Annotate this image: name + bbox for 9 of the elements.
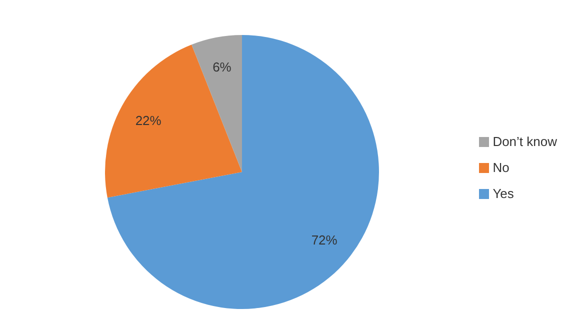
data-label: 22%	[135, 113, 162, 128]
legend-label: Yes	[492, 186, 514, 201]
pie-slice	[107, 35, 379, 309]
pie-slice	[105, 44, 242, 198]
data-label: 72%	[311, 232, 338, 248]
pie-slice	[192, 35, 242, 172]
data-label: 6%	[212, 60, 232, 75]
legend-label: No	[492, 160, 510, 175]
legend-label: Don’t know	[492, 134, 557, 149]
